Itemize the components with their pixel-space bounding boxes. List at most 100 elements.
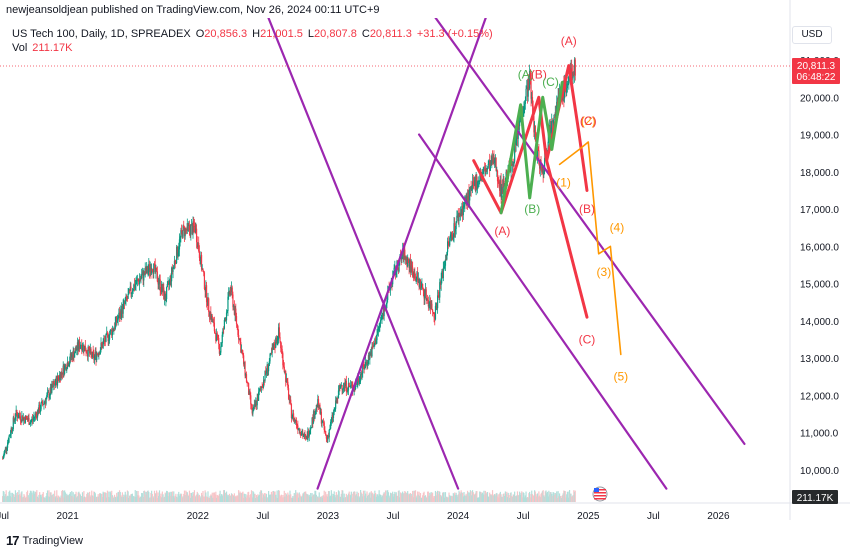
candle-body: [122, 304, 124, 314]
currency-selector[interactable]: USD: [792, 26, 832, 44]
wave-label: (C): [580, 114, 597, 128]
volume-bar: [32, 490, 34, 502]
tradingview-brand[interactable]: TradingView: [22, 534, 84, 547]
volume-bar: [351, 497, 353, 502]
volume-bar: [392, 496, 395, 502]
volume-bar: [339, 496, 341, 502]
volume-bar: [364, 493, 367, 502]
candle-body: [140, 278, 142, 280]
volume-bar: [519, 494, 521, 502]
candle-body: [411, 265, 413, 268]
volume-bar: [210, 494, 212, 502]
candle-body: [214, 331, 216, 334]
volume-bar: [69, 493, 71, 502]
candle-body: [339, 387, 341, 389]
candle-body: [180, 230, 182, 238]
candle-body: [350, 384, 352, 386]
candle-body: [479, 180, 481, 182]
candle-body: [338, 387, 340, 391]
candle-body: [357, 378, 359, 384]
volume-bar: [131, 493, 133, 502]
candle-body: [571, 68, 573, 73]
candle-body: [369, 352, 372, 354]
volume-bar: [61, 490, 64, 502]
candle-body: [466, 196, 468, 204]
candle-body: [518, 121, 520, 127]
candle-body: [539, 160, 541, 169]
candle-body: [212, 321, 214, 323]
volume-bar: [342, 497, 345, 502]
volume-bar: [489, 492, 491, 502]
candle-body: [484, 170, 486, 175]
volume-bar: [86, 494, 88, 502]
candle-body: [208, 311, 211, 317]
volume-bar: [326, 494, 328, 502]
volume-bar: [400, 494, 402, 502]
volume-bar: [320, 496, 322, 502]
volume-bar: [536, 493, 539, 502]
volume-bar: [229, 495, 231, 502]
candle-body: [15, 409, 17, 418]
volume-bar: [567, 497, 569, 502]
candle-body: [128, 289, 130, 295]
candle-body: [226, 310, 228, 313]
wave-line-7: [558, 141, 622, 356]
volume-bar: [383, 492, 385, 502]
volume-bar: [531, 494, 534, 502]
volume-bar: [277, 490, 280, 502]
volume-bar: [226, 494, 228, 502]
volume-bar: [420, 497, 422, 502]
candle-body: [38, 404, 40, 414]
candle-body: [228, 291, 230, 297]
candle-body: [264, 370, 266, 381]
wave-label: (B): [531, 68, 547, 82]
candle-body: [138, 279, 141, 285]
volume-bar: [288, 495, 290, 502]
symbol-title[interactable]: US Tech 100, Daily, 1D, SPREADEX: [12, 28, 191, 40]
volume-bar: [306, 494, 308, 502]
candle-body: [153, 263, 155, 274]
volume-bar: [507, 492, 509, 502]
volume-bar: [171, 491, 173, 502]
volume-bar: [508, 495, 510, 502]
volume-bar: [332, 496, 334, 502]
candle-body: [213, 322, 216, 332]
volume-bar: [292, 496, 294, 502]
candle-body: [211, 315, 213, 322]
volume-bar: [192, 492, 194, 502]
candle-body: [410, 265, 412, 273]
candle-body: [460, 212, 462, 215]
volume-bar: [163, 496, 166, 502]
volume-bar: [572, 495, 574, 502]
candle-body: [321, 422, 323, 424]
volume-bar: [36, 490, 38, 502]
tradingview-logo-icon[interactable]: 17: [6, 533, 20, 548]
volume-bar: [10, 492, 12, 502]
volume-bar: [180, 493, 182, 502]
volume-bar: [376, 494, 378, 502]
volume-bar: [30, 490, 32, 502]
candle-body: [531, 96, 533, 99]
volume-bar: [94, 493, 96, 502]
candle-body: [123, 301, 126, 304]
wave-line-0: [316, 18, 487, 490]
candle-body: [202, 268, 204, 272]
volume-bar: [235, 496, 238, 502]
volume-bar: [41, 493, 44, 502]
candle-body: [416, 272, 418, 280]
candle-body: [340, 385, 342, 389]
volume-bar: [183, 493, 185, 502]
candle-body: [131, 291, 133, 293]
volume-bar: [318, 492, 320, 502]
candle-body: [452, 237, 454, 240]
candle-body: [52, 383, 54, 388]
volume-bar: [456, 496, 459, 502]
candle-body: [434, 317, 436, 320]
volume-bar: [329, 496, 331, 502]
candle-body: [108, 334, 111, 340]
volume-bar: [471, 490, 474, 502]
candle-body: [333, 408, 335, 413]
candle-body: [24, 415, 27, 423]
volume-bar: [11, 492, 14, 502]
